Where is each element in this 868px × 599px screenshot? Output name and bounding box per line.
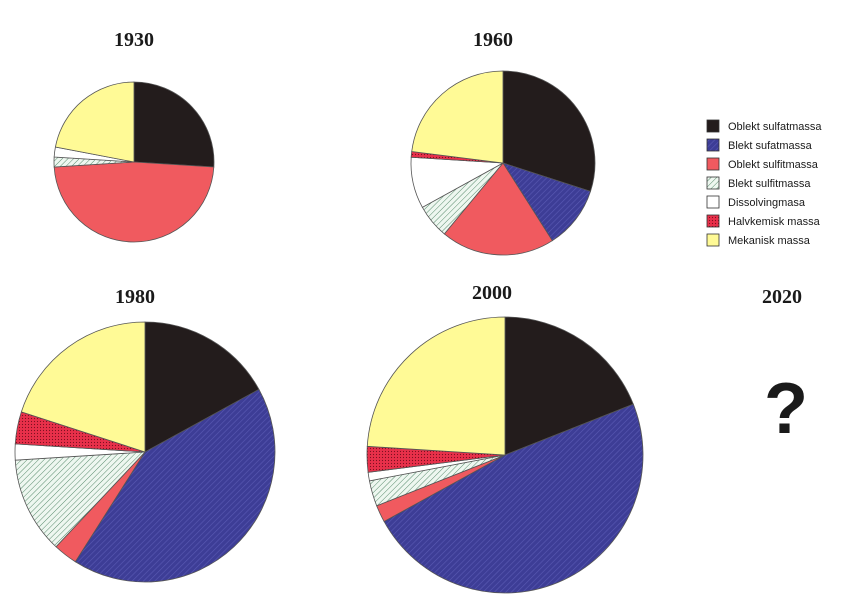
pie-charts-group <box>14 70 644 594</box>
question-mark-symbol: ? <box>764 369 808 449</box>
pie-1930 <box>53 81 215 243</box>
pie-slice-1960-oblekt-sulfatmassa <box>502 70 596 192</box>
pie-slice-1980-oblekt-sulfatmassa <box>144 321 260 453</box>
legend-swatch <box>706 157 720 171</box>
pie-slice-2000-blekt-sufatmassa <box>383 403 644 594</box>
pie-title-1960: 1960 <box>473 29 513 51</box>
legend-swatch <box>706 176 720 190</box>
legend-label: Oblekt sulfitmassa <box>728 159 819 171</box>
pie-2000 <box>366 316 644 594</box>
pie-slice-1930-mekanisk-massa <box>54 81 135 163</box>
pie-1980 <box>14 321 276 583</box>
pie-slice-1960-mekanisk-massa <box>411 70 504 164</box>
placeholder-year-2020: 2020 <box>762 286 802 308</box>
pie-1960 <box>410 70 596 256</box>
legend-item: Dissolvingmasa <box>706 195 806 209</box>
legend: Oblekt sulfatmassa Blekt sufatmassa Oblekt… <box>706 119 822 247</box>
legend-label: Halvkemisk massa <box>728 216 821 228</box>
pie-slice-2000-oblekt-sulfatmassa <box>504 316 634 456</box>
pie-slice-1960-oblekt-sulfitmassa <box>443 162 553 256</box>
pie-slice-1930-oblekt-sulfatmassa <box>133 81 215 168</box>
pie-title-2000: 2000 <box>472 282 512 304</box>
pie-slice-1980-mekanisk-massa <box>20 321 146 453</box>
legend-item: Blekt sufatmassa <box>706 138 813 152</box>
pie-slice-2000-mekanisk-massa <box>366 316 506 456</box>
pie-slice-1980-blekt-sufatmassa <box>74 388 276 583</box>
pie-slice-1930-oblekt-sulfitmassa <box>53 161 215 243</box>
legend-swatch <box>706 195 720 209</box>
pie-title-1930: 1930 <box>114 29 154 51</box>
legend-item: Oblekt sulfatmassa <box>706 119 822 133</box>
legend-label: Mekanisk massa <box>728 235 811 247</box>
legend-swatch <box>706 138 720 152</box>
legend-swatch <box>706 214 720 228</box>
legend-label: Oblekt sulfatmassa <box>728 121 822 133</box>
legend-swatch <box>706 119 720 133</box>
legend-item: Mekanisk massa <box>706 233 811 247</box>
legend-swatch <box>706 233 720 247</box>
legend-label: Blekt sulfitmassa <box>728 178 811 190</box>
pie-slice-1980-blekt-sulfitmassa <box>14 451 146 548</box>
legend-item: Blekt sulfitmassa <box>706 176 811 190</box>
legend-label: Dissolvingmasa <box>728 197 806 209</box>
legend-label: Blekt sufatmassa <box>728 140 813 152</box>
pie-title-1980: 1980 <box>115 286 155 308</box>
legend-item: Oblekt sulfitmassa <box>706 157 819 171</box>
legend-item: Halvkemisk massa <box>706 214 821 228</box>
